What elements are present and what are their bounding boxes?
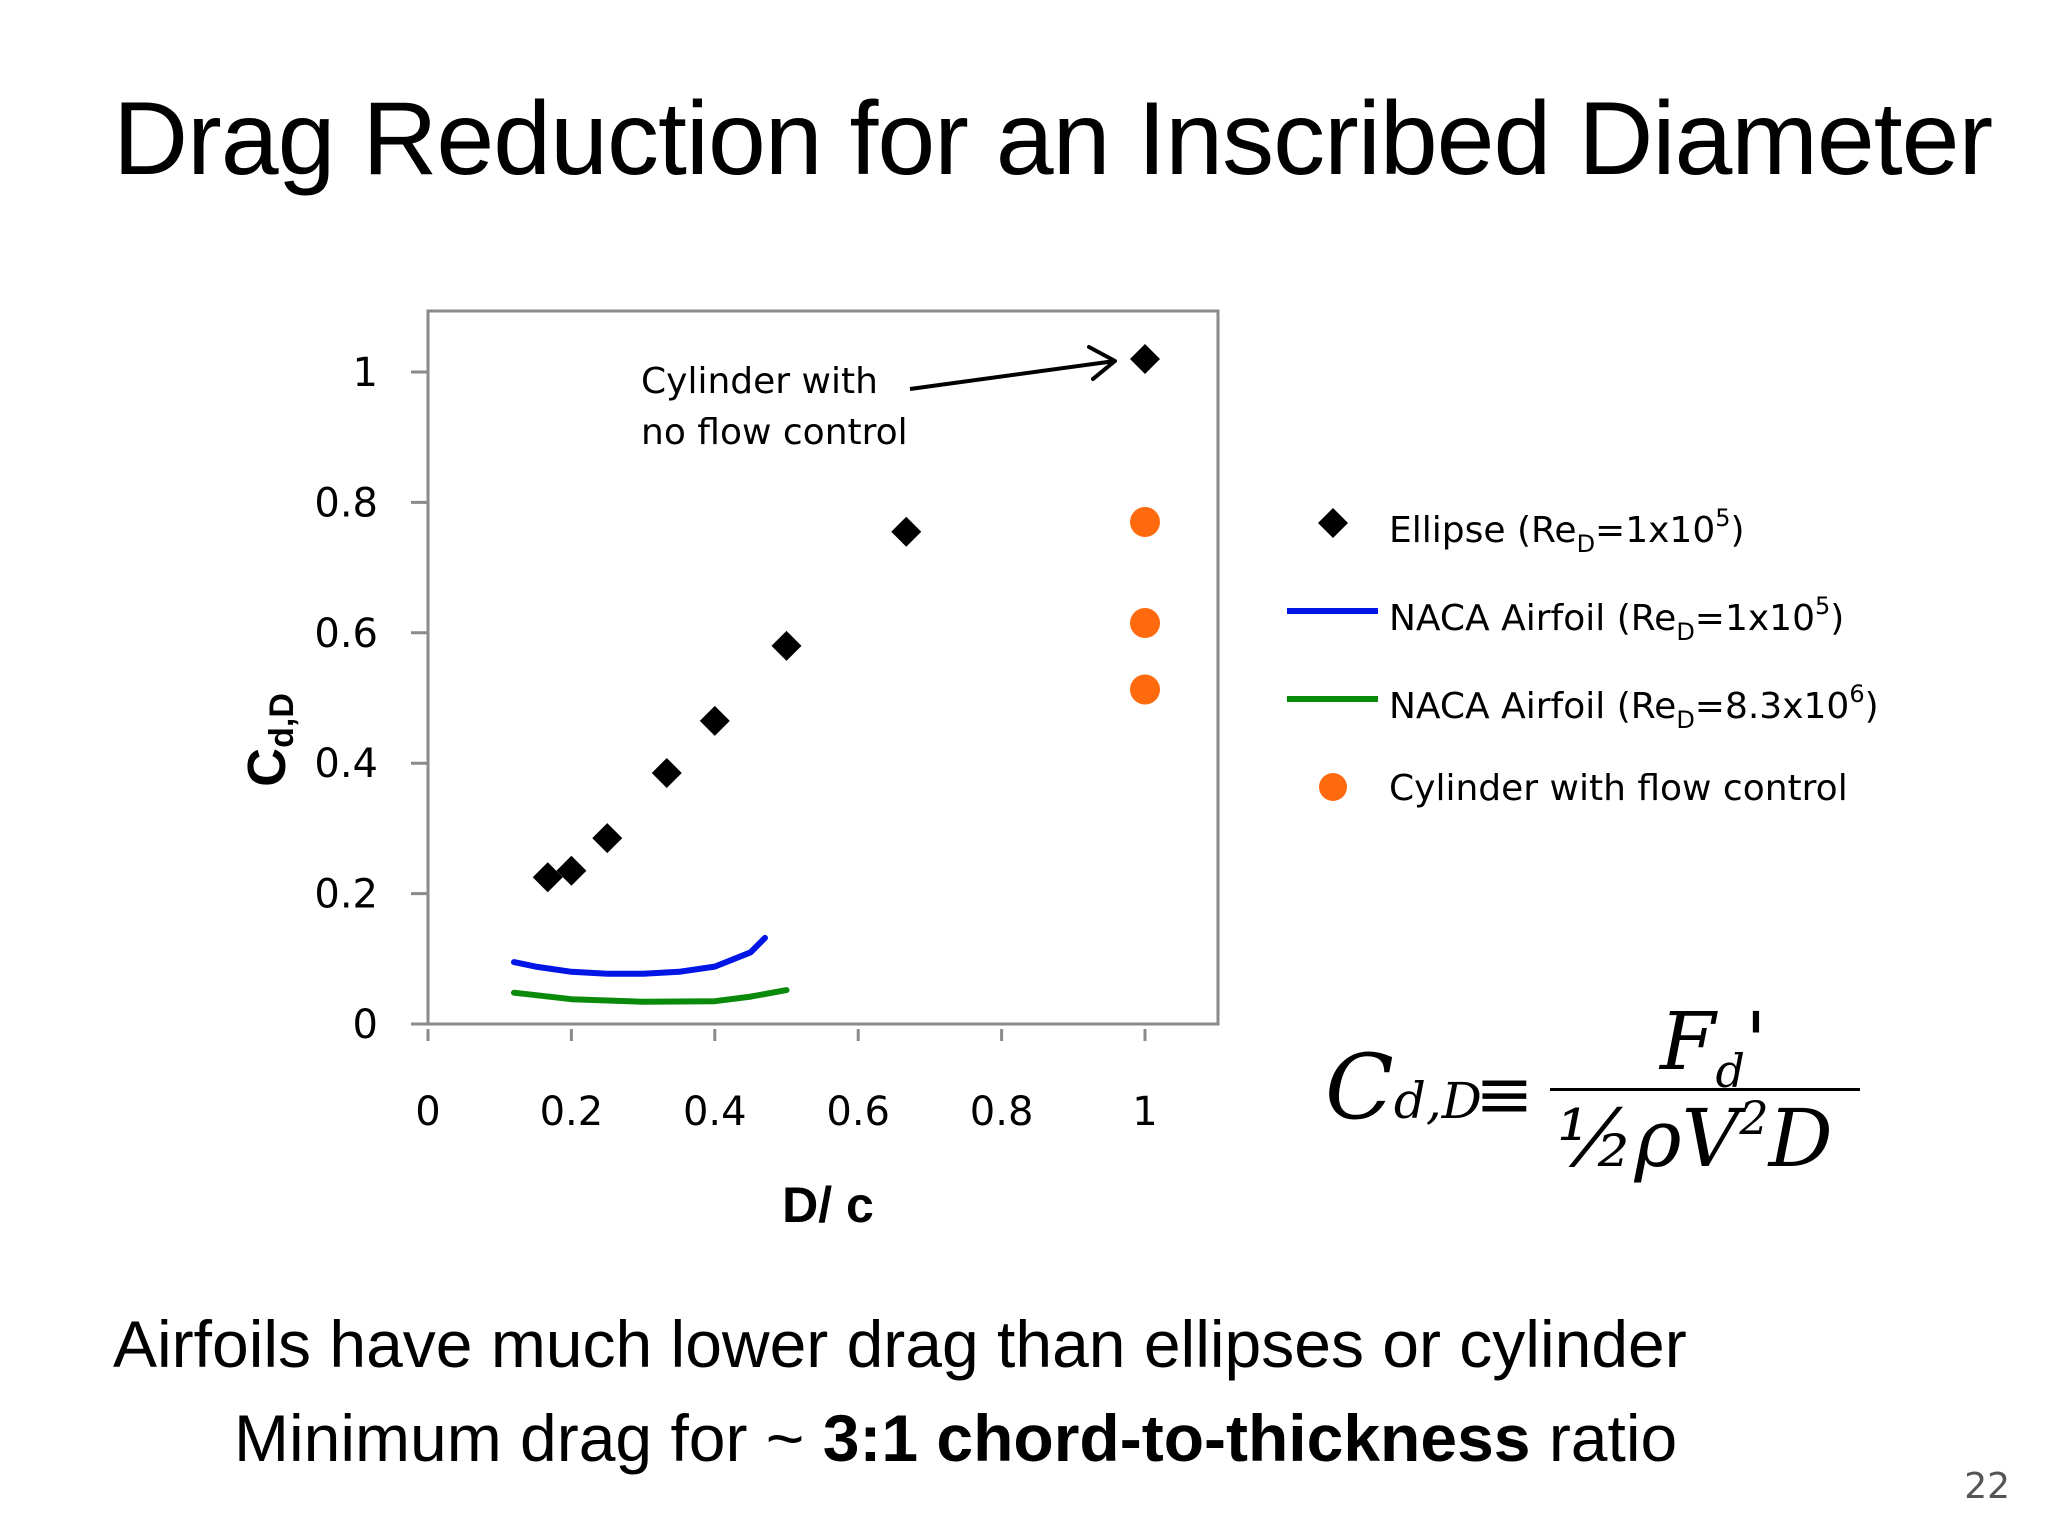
slide-title: Drag Reduction for an Inscribed Diameter (113, 81, 1993, 197)
annotation-text: Cylinder with (641, 361, 878, 402)
formula-denominator: ½ρV2D (1557, 1091, 1833, 1185)
data-point (1130, 506, 1160, 537)
green-line-icon (1287, 696, 1378, 702)
legend: Ellipse (ReD=1x105) NACA Airfoil (ReD=1x… (1285, 496, 1885, 848)
formula-lhs: Cd,D (1325, 1035, 1482, 1140)
data-point (532, 862, 563, 893)
diamond-icon (1318, 508, 1348, 538)
data-point (651, 757, 682, 788)
annotation-arrow (909, 358, 1116, 391)
data-point (891, 516, 922, 547)
x-tick-label: 0.4 (683, 1089, 747, 1135)
legend-item-naca-8e6: NACA Airfoil (ReD=8.3x106) (1285, 672, 1885, 760)
data-point (1130, 343, 1160, 374)
formula-numerator: Fd' (1660, 995, 1767, 1098)
series-line (511, 934, 768, 977)
y-tick-label: 0 (353, 1002, 378, 1048)
legend-item-ellipse: Ellipse (ReD=1x105) (1285, 496, 1885, 584)
y-tick-label: 0.8 (314, 480, 378, 526)
data-point (771, 630, 802, 661)
bullet-2: Minimum drag for ~ 3:1 chord-to-thicknes… (234, 1401, 1678, 1475)
data-point (592, 823, 623, 854)
legend-label: NACA Airfoil (ReD=1x105) (1389, 592, 1845, 646)
x-axis-title: D/ c (782, 1177, 874, 1233)
x-tick-label: 0.8 (970, 1089, 1034, 1135)
legend-item-cylinder-flow-control: Cylinder with flow control (1285, 760, 1885, 848)
formula-fraction-bar (1550, 1088, 1860, 1091)
y-tick-label: 1 (353, 350, 378, 396)
legend-label: NACA Airfoil (ReD=8.3x106) (1389, 680, 1879, 734)
orange-dot-icon (1319, 773, 1347, 801)
data-point (699, 705, 730, 736)
plot-area-frame (426, 309, 1220, 1026)
legend-label: Ellipse (ReD=1x105) (1389, 504, 1745, 558)
blue-line-icon (1287, 608, 1378, 614)
arrow-head-icon (1087, 344, 1117, 381)
x-tick-label: 0.6 (826, 1089, 890, 1135)
x-tick-label: 0 (415, 1089, 440, 1135)
x-tick-label: 1 (1132, 1089, 1157, 1135)
x-tick-label: 0.2 (540, 1089, 604, 1135)
legend-item-naca-1e5: NACA Airfoil (ReD=1x105) (1285, 584, 1885, 672)
svg-text:Cd,D: Cd,D (237, 693, 301, 787)
data-point (1130, 608, 1160, 639)
y-tick-label: 0.2 (314, 872, 378, 918)
series-line (511, 987, 790, 1005)
data-point (556, 855, 587, 886)
legend-label: Cylinder with flow control (1389, 768, 1848, 809)
drag-coefficient-formula: Cd,D ≡ Fd' ½ρV2D (1325, 995, 1885, 1245)
bullet-1: Airfoils have much lower drag than ellip… (113, 1307, 1687, 1381)
formula-equiv: ≡ (1475, 1053, 1534, 1135)
y-axis-title: Cd,D (237, 693, 301, 787)
data-point (1130, 674, 1160, 705)
page-number: 22 (1964, 1466, 2010, 1507)
y-tick-label: 0.4 (314, 741, 378, 787)
annotation-text: no flow control (641, 412, 908, 453)
y-tick-label: 0.6 (314, 611, 378, 657)
